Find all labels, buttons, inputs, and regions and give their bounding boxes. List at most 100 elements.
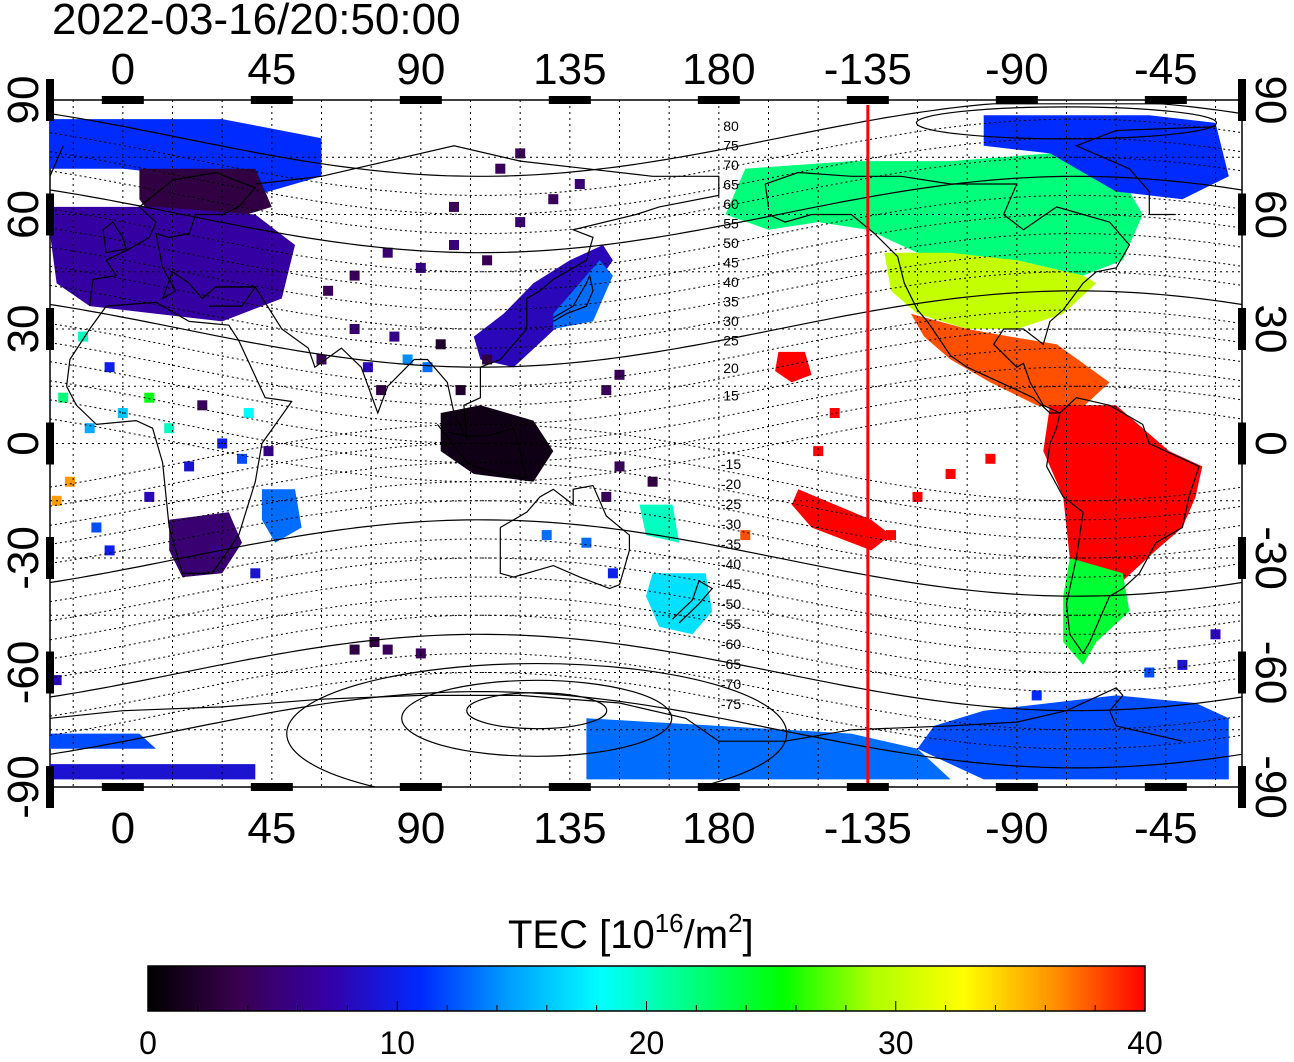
contour-label--30: -30: [721, 516, 741, 532]
tec-blob-hawaii: [775, 351, 812, 383]
tec-blob-usa: [884, 252, 1097, 329]
frame-tick-right: [1238, 308, 1246, 350]
contour-label-30: 30: [723, 313, 739, 329]
frame-tick-top: [101, 96, 144, 104]
contour-label-75: 75: [723, 138, 739, 154]
left-lat-label-60: 60: [0, 190, 48, 239]
mlat-contour-45: [50, 233, 1242, 311]
frame-tick-top: [399, 96, 442, 104]
coastline-indonesia: [436, 424, 528, 479]
left-lat-label--30: -30: [0, 526, 48, 590]
mlat-contour-70: [50, 137, 1242, 215]
tec-station-3: [144, 392, 155, 403]
mlat-contour--45: [50, 576, 1242, 654]
tec-blob-new-zealand: [646, 573, 713, 635]
tec-station-6: [197, 400, 208, 411]
top-lon-label-90: 90: [396, 45, 445, 94]
tec-station-46: [945, 469, 956, 479]
top-lon-label--45: -45: [1134, 45, 1198, 94]
tec-blob-europe: [50, 206, 295, 322]
coastline-north-america: [764, 171, 1131, 414]
mlat-contour-60: [50, 175, 1242, 254]
left-lat-label--90: -90: [0, 755, 48, 819]
coastline-australia: [499, 484, 630, 590]
right-lat-label-0: 0: [1246, 431, 1294, 455]
mlat-contour--75: [50, 691, 1242, 769]
right-lat-label-30: 30: [1246, 305, 1294, 354]
mlat-contour--25: [50, 500, 1242, 578]
map-area: 80 75 70 65 60 55 50 45 40 35 30 25 20 15 -15 -20 -25 -30…: [46, 79, 1246, 808]
tec-station-42: [813, 446, 824, 457]
tec-blob-mexico-caribbean: [910, 313, 1110, 413]
contour-label--20: -20: [721, 476, 741, 492]
tec-station-49: [1177, 659, 1188, 670]
contour-label--75: -75: [721, 696, 741, 712]
mlat-contour--50: [50, 595, 1242, 673]
frame-tick-left: [46, 766, 54, 808]
mlat-contour-65: [50, 156, 1242, 235]
mlat-contour--15: [50, 462, 1242, 540]
bottom-lon-tick-labels: 0 45 90 135 180 -135 -90 -45: [111, 804, 1198, 853]
tec-station-13: [376, 385, 387, 396]
frame-tick-top: [1144, 96, 1187, 104]
contour-label-70: 70: [723, 157, 739, 173]
tec-station-25: [482, 255, 493, 266]
frame-tick-bottom: [250, 783, 293, 791]
top-lon-label-180: 180: [682, 45, 755, 94]
tec-station-59: [144, 491, 155, 502]
tec-station-57: [64, 476, 75, 487]
right-lat-label-90: 90: [1246, 76, 1294, 125]
frame-tick-left: [46, 79, 54, 121]
tec-station-65: [78, 331, 89, 342]
coastline-greenland: [50, 126, 1216, 216]
tec-station-34: [601, 491, 612, 502]
tec-blob-antarctic-band: [50, 764, 256, 780]
tec-station-8: [237, 453, 247, 464]
right-lat-label--30: -30: [1246, 526, 1294, 590]
tec-blob-southern-atlantic: [50, 733, 156, 749]
tec-station-62: [210, 545, 221, 556]
top-lon-label--135: -135: [824, 45, 912, 94]
tec-station-17: [435, 339, 446, 350]
mlat-contour-75: [50, 118, 1242, 196]
colorbar-tick-20: 20: [629, 1025, 665, 1057]
south-pole-oval-outer: [286, 662, 788, 787]
frame-tick-bottom: [101, 783, 144, 791]
tec-station-61: [104, 545, 115, 556]
tec-blob-south-america: [1043, 405, 1203, 604]
contour-label--70: -70: [721, 676, 741, 692]
contour-label--40: -40: [721, 556, 741, 572]
frame-tick-right: [1238, 651, 1246, 694]
mlat-contour-55: [50, 194, 1242, 273]
contour-label-50: 50: [723, 235, 739, 251]
tec-station-22: [382, 247, 393, 258]
frame-tick-bottom: [548, 783, 591, 791]
tec-station-11: [349, 324, 360, 334]
contour-label-25: 25: [723, 333, 739, 349]
mlat-contour-0: [50, 404, 1242, 483]
coastline-uk: [102, 221, 127, 254]
tec-station-39: [614, 369, 625, 380]
top-lon-label-45: 45: [247, 45, 296, 94]
tec-station-23: [415, 262, 426, 273]
tec-station-30: [515, 148, 526, 159]
tec-blob-alaska-canada: [725, 153, 1143, 276]
frame-tick-bottom: [1144, 783, 1187, 791]
frame-tick-left: [46, 193, 54, 236]
mlat-contour--40: [50, 557, 1242, 635]
frame-ticks: [46, 79, 1246, 808]
tec-station-50: [51, 675, 62, 686]
right-lat-label--90: -90: [1246, 755, 1294, 819]
tec-station-16: [422, 362, 433, 373]
frame-tick-bottom: [995, 783, 1038, 791]
frame-tick-bottom: [846, 783, 889, 791]
frame-tick-right: [1238, 537, 1246, 579]
tec-station-1: [84, 423, 95, 434]
contour-label-80: 80: [723, 118, 739, 134]
contour-label--15: -15: [721, 456, 741, 472]
south-pole-oval-inner: [466, 692, 608, 730]
mlat-contour--70: [50, 672, 1242, 750]
bottom-lon-label-45: 45: [247, 804, 296, 853]
mlat-contour--60: [50, 633, 1242, 712]
tec-station-45: [886, 530, 896, 541]
